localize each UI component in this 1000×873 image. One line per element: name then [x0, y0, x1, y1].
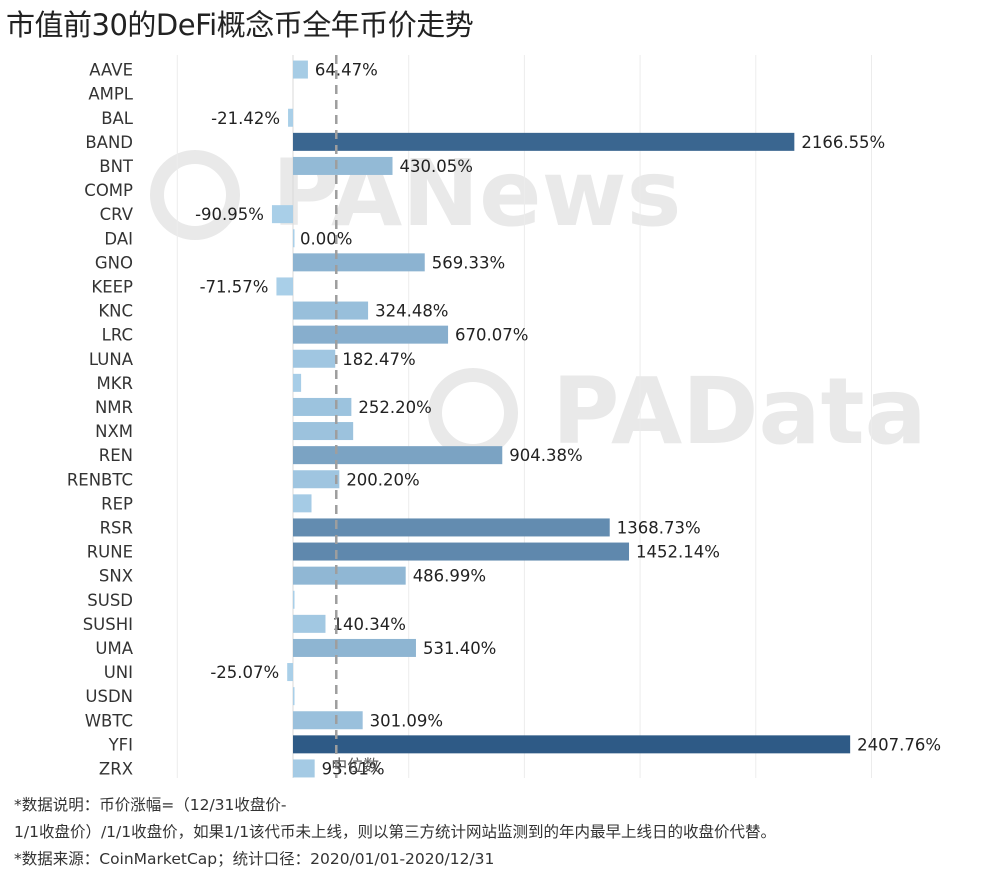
category-label: YFI: [108, 735, 133, 754]
bar: [293, 590, 295, 609]
category-label: UMA: [95, 639, 133, 658]
bar: [293, 614, 326, 633]
category-label: BAL: [101, 109, 134, 128]
data-label: 670.07%: [455, 326, 528, 345]
category-label: NXM: [95, 422, 133, 441]
data-label: 324.48%: [375, 302, 448, 321]
category-label: SUSHI: [83, 615, 133, 634]
category-label: NMR: [95, 398, 133, 417]
category-label: UNI: [104, 663, 133, 682]
category-label: CRV: [100, 205, 134, 224]
data-label: 200.20%: [346, 470, 419, 489]
category-label: RENBTC: [67, 470, 133, 489]
data-label: -90.95%: [195, 205, 264, 224]
category-label: LUNA: [89, 350, 134, 369]
category-label: GNO: [95, 253, 133, 272]
bar: [293, 542, 630, 561]
data-label: 486.99%: [413, 567, 486, 586]
category-label: BNT: [99, 157, 134, 176]
data-label: -71.57%: [200, 277, 269, 296]
category-label: USDN: [85, 687, 133, 706]
category-label: REP: [101, 494, 133, 513]
data-label: 301.09%: [370, 711, 443, 730]
data-label: 252.20%: [358, 398, 431, 417]
category-label: WBTC: [85, 711, 133, 730]
bar: [293, 397, 352, 416]
footnote-explanation: 1/1收盘价）/1/1收盘价，如果1/1该代币未上线，则以第三方统计网站监测到的…: [14, 823, 777, 841]
category-label: SUSD: [87, 591, 133, 610]
category-label: MKR: [96, 374, 133, 393]
data-label: 64.47%: [315, 61, 378, 80]
bar: [293, 735, 851, 754]
category-label: AMPL: [88, 85, 133, 104]
category-label: KNC: [98, 302, 133, 321]
bar-chart: AAVE 64.47% AMPL BAL -21.42% BAND 2166.55% BNT 4…: [67, 55, 941, 778]
bar: [293, 470, 340, 489]
bar: [293, 132, 795, 151]
bar: [293, 422, 354, 441]
bar: [293, 301, 369, 320]
bar: [271, 205, 293, 224]
data-label: 1452.14%: [636, 543, 720, 562]
chart-title: 市值前30的DeFi概念币全年币价走势: [6, 8, 474, 42]
data-label: 430.05%: [400, 157, 473, 176]
bar: [293, 253, 425, 272]
data-label: 1368.73%: [617, 518, 701, 537]
category-label: DAI: [104, 229, 133, 248]
bar: [293, 494, 312, 513]
category-label: KEEP: [91, 277, 133, 296]
category-label: ZRX: [99, 759, 133, 778]
data-label: 2166.55%: [801, 133, 885, 152]
bar: [293, 156, 393, 175]
category-label: RUNE: [87, 543, 133, 562]
data-label: 140.34%: [332, 615, 405, 634]
bar: [293, 373, 302, 392]
category-label: COMP: [84, 181, 133, 200]
category-label: AAVE: [89, 61, 133, 80]
bar: [293, 60, 308, 79]
watermark-padata-text: PAData: [552, 358, 927, 465]
bar: [293, 349, 336, 368]
bar: [276, 277, 293, 296]
bar: [288, 108, 293, 127]
bar: [293, 325, 449, 344]
category-label: REN: [99, 446, 133, 465]
bar: [293, 759, 315, 778]
bar: [293, 229, 295, 248]
bar: [293, 446, 503, 465]
category-label: BAND: [85, 133, 133, 152]
bar: [293, 711, 363, 730]
data-label: 569.33%: [432, 253, 505, 272]
category-label: LRC: [102, 326, 133, 345]
category-label: RSR: [100, 518, 133, 537]
bar: [293, 638, 416, 657]
data-label: 0.00%: [300, 229, 352, 248]
data-label: 531.40%: [423, 639, 496, 658]
data-label: 182.47%: [342, 350, 415, 369]
bar: [293, 566, 406, 585]
category-label: SNX: [99, 567, 133, 586]
data-label: 2407.76%: [857, 735, 941, 754]
footnote-formula: *数据说明：币价涨幅=（12/31收盘价-: [14, 796, 287, 814]
data-label: -25.07%: [210, 663, 279, 682]
bar: [287, 663, 293, 682]
footnotes: *数据说明：币价涨幅=（12/31收盘价- 1/1收盘价）/1/1收盘价，如果1…: [14, 792, 994, 873]
median-reference-label: 中位数: [331, 756, 379, 775]
data-label: 904.38%: [509, 446, 582, 465]
footnote-source: *数据来源：CoinMarketCap；统计口径：2020/01/01-2020…: [14, 850, 495, 868]
bar: [293, 518, 610, 537]
bar: [293, 687, 295, 706]
data-label: -21.42%: [211, 109, 280, 128]
